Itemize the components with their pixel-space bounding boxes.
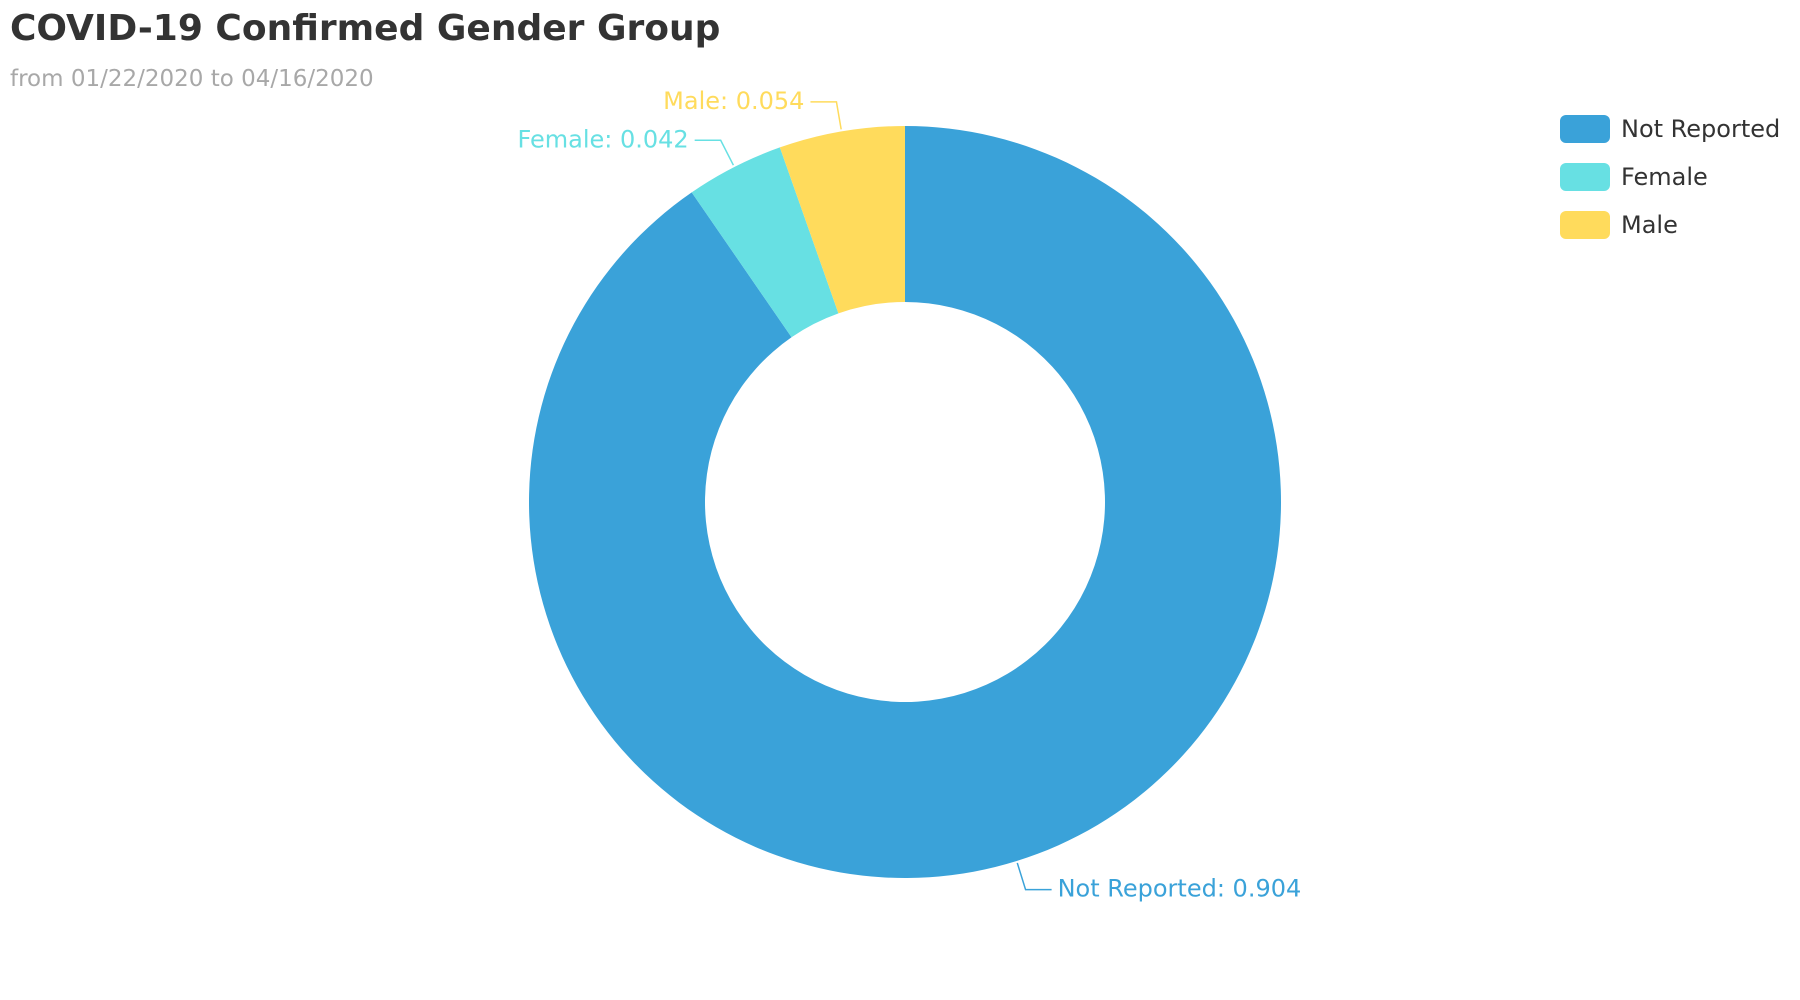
- slice-male[interactable]: [779, 126, 905, 314]
- legend-label-not-reported: Not Reported: [1621, 115, 1781, 143]
- slice-label-female: Female: 0.042: [517, 125, 688, 153]
- slice-label-not-reported: Not Reported: 0.904: [1058, 875, 1302, 903]
- leader-line-male: [810, 101, 842, 130]
- slice-female[interactable]: [691, 147, 839, 338]
- legend-item-not-reported[interactable]: Not Reported: [1560, 105, 1780, 153]
- slice-not-reported[interactable]: [528, 126, 1281, 878]
- legend: Not Reported Female Male: [1560, 105, 1780, 249]
- leader-line-female: [694, 139, 735, 166]
- legend-item-male[interactable]: Male: [1560, 201, 1780, 249]
- slice-label-male: Male: 0.054: [663, 87, 804, 115]
- leader-line-not-reported: [1016, 862, 1052, 891]
- legend-item-female[interactable]: Female: [1560, 153, 1780, 201]
- slices-layer: [528, 126, 1281, 878]
- legend-swatch-not-reported: [1560, 115, 1610, 143]
- leader-lines-layer: [694, 101, 1052, 891]
- slice-labels-layer: Not Reported: 0.904 Female: 0.042 Male: 0.…: [517, 87, 1301, 903]
- legend-label-female: Female: [1621, 163, 1708, 191]
- chart-title: COVID-19 Confirmed Gender Group: [10, 8, 721, 49]
- legend-label-male: Male: [1621, 211, 1678, 239]
- legend-swatch-female: [1560, 163, 1610, 191]
- legend-swatch-male: [1560, 211, 1610, 239]
- chart-subtitle: from 01/22/2020 to 04/16/2020: [10, 66, 374, 92]
